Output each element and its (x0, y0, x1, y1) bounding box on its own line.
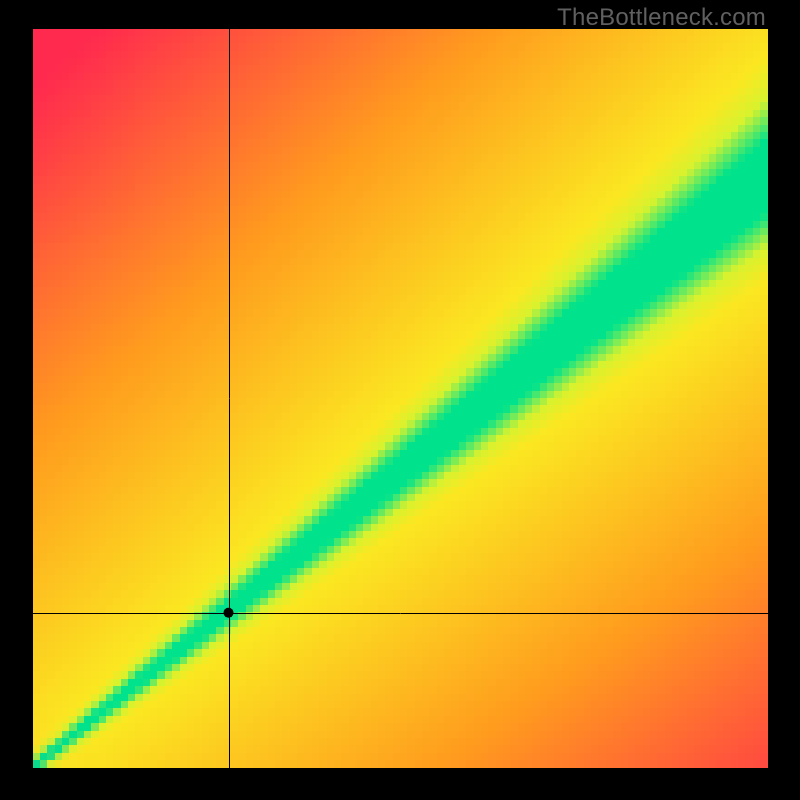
figure-root: TheBottleneck.com (0, 0, 800, 800)
bottleneck-heatmap (33, 29, 768, 768)
watermark-text: TheBottleneck.com (557, 4, 766, 32)
